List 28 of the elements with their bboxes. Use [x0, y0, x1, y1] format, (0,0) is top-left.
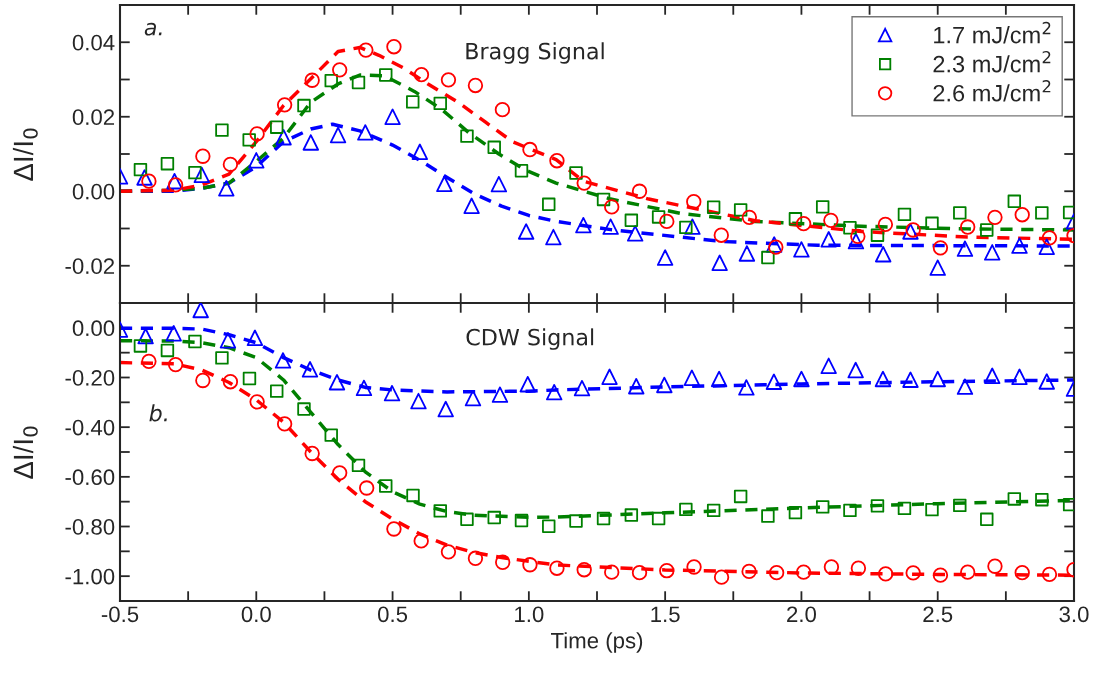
x-tick-label: 1.0 — [515, 606, 544, 623]
y-tick-label: -0.60 — [65, 469, 115, 486]
annotation: CDW Signal — [466, 328, 594, 350]
y-tick-label: -1.00 — [65, 568, 115, 585]
y-tick-label: -0.20 — [65, 370, 115, 386]
y-tick-label: -0.40 — [65, 419, 115, 436]
x-tick-label: 1.5 — [651, 606, 680, 623]
legend-label: 2.6 mJ/cm$^{2}$ — [933, 80, 1051, 102]
x-tick-label: 2.5 — [923, 606, 953, 623]
x-tick-label: 0.5 — [378, 606, 408, 623]
y-tick-label: 0.02 — [72, 109, 115, 126]
y-tick-label: 0.00 — [72, 320, 115, 337]
y-tick-label: -0.80 — [65, 519, 115, 535]
legend-label: 2.3 mJ/cm$^{2}$ — [933, 50, 1051, 73]
annotation: a. — [144, 22, 162, 36]
x-tick-label: 0.0 — [241, 606, 271, 623]
annotation: b. — [149, 404, 167, 422]
y-tick-label: 0.00 — [72, 183, 115, 200]
y-axis-title: ΔI/I$_{0}$ — [12, 128, 38, 181]
x-tick-label: 2.0 — [787, 606, 817, 623]
annotation: Bragg Signal — [466, 42, 604, 64]
y-tick-label: -0.02 — [65, 258, 115, 275]
y-tick-label: 0.04 — [72, 34, 115, 51]
legend-label: 1.7 mJ/cm$^{2}$ — [934, 21, 1051, 44]
x-axis-title: Time (ps) — [551, 632, 643, 653]
y-axis-title: ΔI/I$_{0}$ — [12, 426, 38, 479]
x-tick-label: -0.5 — [101, 606, 139, 623]
x-tick-label: 3.0 — [1059, 606, 1089, 623]
